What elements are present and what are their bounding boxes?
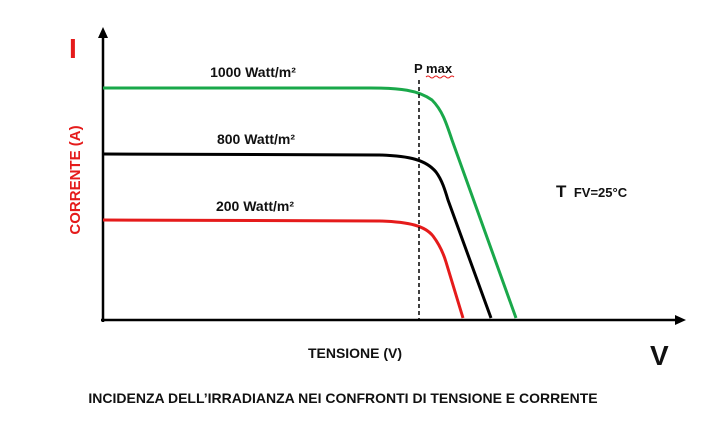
temperature-label: T FV=25°C	[556, 182, 628, 201]
caption: INCIDENZA DELL’IRRADIANZA NEI CONFRONTI …	[88, 390, 597, 406]
curve-200-watt	[102, 218, 465, 319]
x-axis-arrow	[675, 315, 686, 325]
pmax-label: P max	[414, 61, 453, 76]
curve-800-watt	[102, 152, 493, 319]
curve-1000-watt	[103, 86, 518, 319]
temperature-value: FV=25°C	[574, 185, 628, 200]
x-axis-symbol: V	[650, 340, 669, 371]
temperature-prefix: T	[556, 182, 567, 201]
y-axis-arrow	[98, 27, 108, 38]
pmax-underline	[425, 75, 455, 79]
series-label-200: 200 Watt/m²	[216, 198, 294, 214]
series-label-1000: 1000 Watt/m²	[210, 64, 296, 80]
y-axis-label: CORRENTE (A)	[67, 125, 84, 234]
series-label-800: 800 Watt/m²	[217, 131, 295, 147]
x-axis-label: TENSIONE (V)	[308, 345, 402, 361]
y-axis-symbol: I	[69, 33, 77, 64]
